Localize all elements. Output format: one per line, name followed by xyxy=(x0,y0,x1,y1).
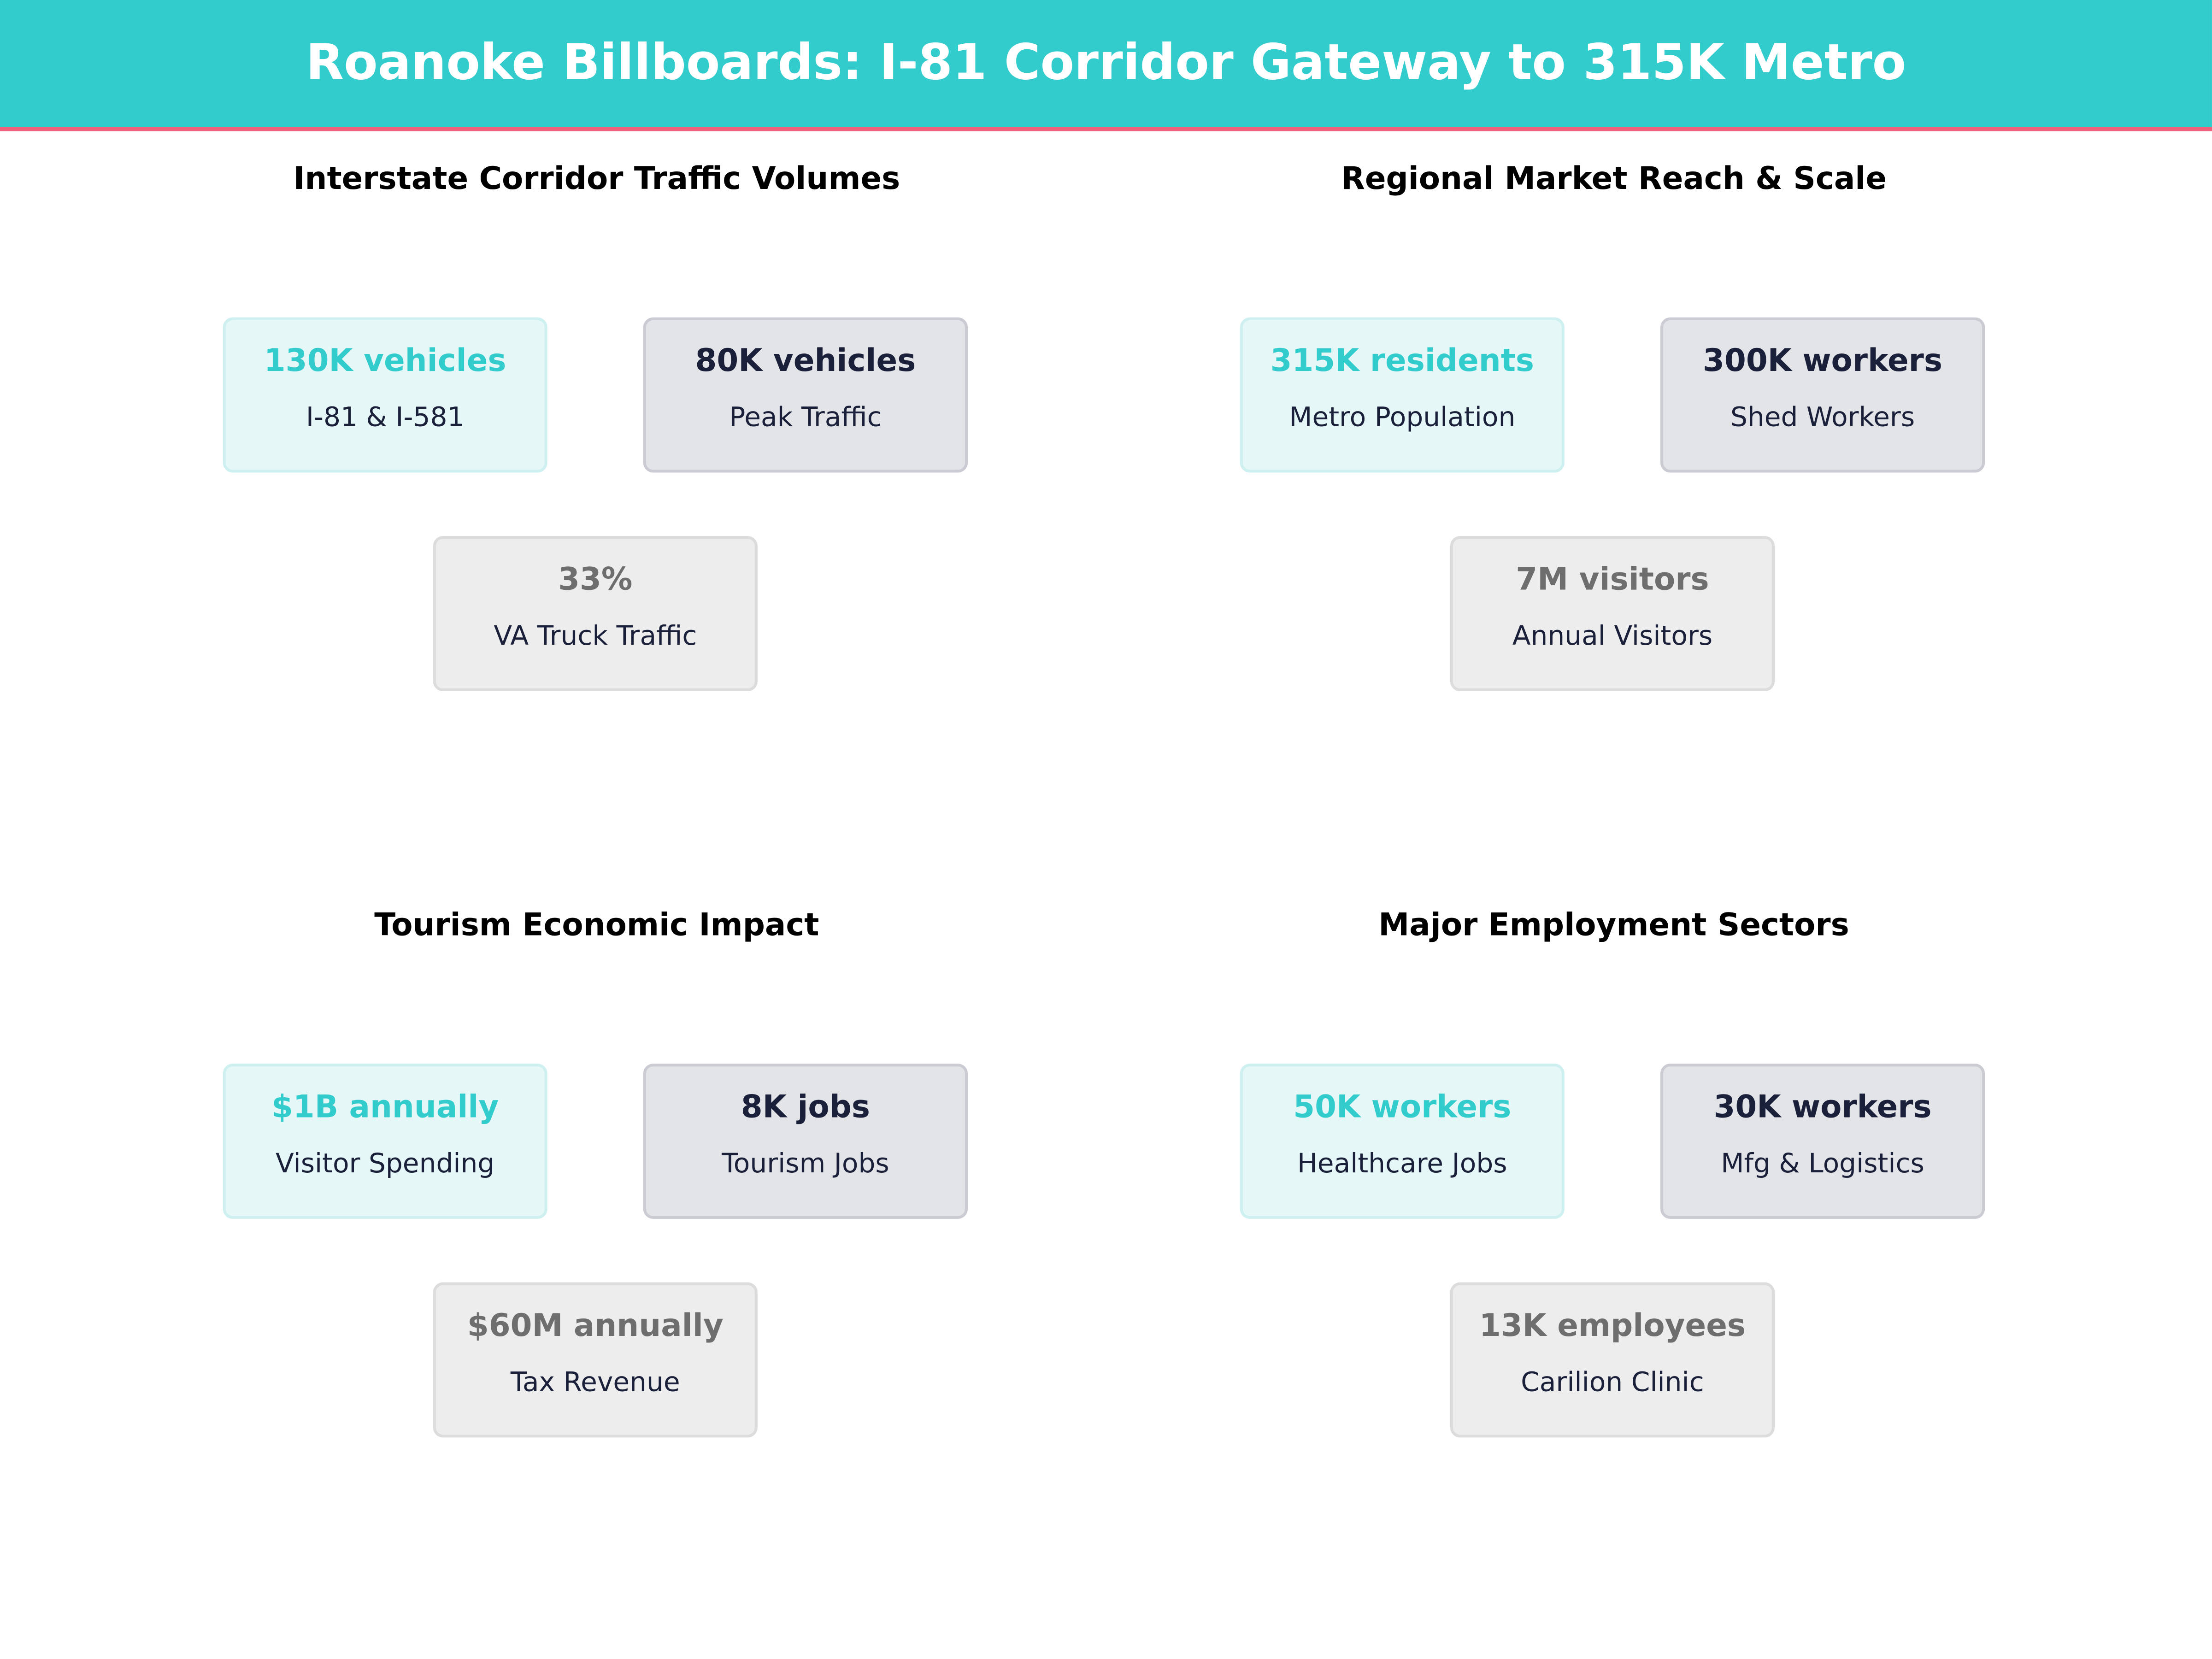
stat-label: Healthcare Jobs xyxy=(1297,1148,1507,1180)
stat-value: 7M visitors xyxy=(1516,563,1709,598)
stat-card: $60M annually Tax Revenue xyxy=(433,1282,758,1438)
panel-title: Tourism Economic Impact xyxy=(374,908,819,944)
stat-label: VA Truck Traffic xyxy=(494,620,697,652)
stat-value: $1B annually xyxy=(271,1090,499,1126)
stat-card: 80K vehicles Peak Traffic xyxy=(643,317,968,473)
stat-value: 300K workers xyxy=(1703,344,1942,380)
panel-title: Interstate Corridor Traffic Volumes xyxy=(293,162,900,198)
stat-value: 130K vehicles xyxy=(264,344,506,380)
stat-value: 13K employees xyxy=(1479,1309,1746,1345)
stat-card: 315K residents Metro Population xyxy=(1240,317,1565,473)
stat-value: 33% xyxy=(558,563,633,598)
stat-card: 8K jobs Tourism Jobs xyxy=(643,1064,968,1219)
stat-label: Visitor Spending xyxy=(276,1148,495,1180)
stat-label: Tourism Jobs xyxy=(722,1148,889,1180)
stat-card: 30K workers Mfg & Logistics xyxy=(1660,1064,1985,1219)
stat-value: 50K workers xyxy=(1293,1090,1512,1126)
panel-title: Regional Market Reach & Scale xyxy=(1341,162,1887,198)
stat-label: I-81 & I-581 xyxy=(306,402,465,433)
stat-card: 33% VA Truck Traffic xyxy=(433,536,758,691)
stat-card: 13K employees Carilion Clinic xyxy=(1450,1282,1775,1438)
stat-label: Metro Population xyxy=(1289,402,1516,433)
page-title: Roanoke Billboards: I-81 Corridor Gatewa… xyxy=(306,35,1906,92)
stat-value: $60M annually xyxy=(467,1309,724,1345)
stat-label: Peak Traffic xyxy=(729,402,882,433)
stat-value: 80K vehicles xyxy=(695,344,916,380)
stat-card: $1B annually Visitor Spending xyxy=(223,1064,547,1219)
stat-card: 7M visitors Annual Visitors xyxy=(1450,536,1775,691)
stat-label: Carilion Clinic xyxy=(1521,1367,1704,1398)
stat-card: 300K workers Shed Workers xyxy=(1660,317,1985,473)
stat-label: Mfg & Logistics xyxy=(1721,1148,1924,1180)
stat-value: 315K residents xyxy=(1270,344,1535,380)
stat-card: 130K vehicles I-81 & I-581 xyxy=(223,317,547,473)
stat-label: Tax Revenue xyxy=(510,1367,680,1398)
stat-label: Annual Visitors xyxy=(1512,620,1713,652)
stat-value: 30K workers xyxy=(1713,1090,1932,1126)
header-banner: Roanoke Billboards: I-81 Corridor Gatewa… xyxy=(0,0,2212,131)
stat-value: 8K jobs xyxy=(741,1090,870,1126)
stat-card: 50K workers Healthcare Jobs xyxy=(1240,1064,1565,1219)
panel-title: Major Employment Sectors xyxy=(1378,908,1849,944)
stat-label: Shed Workers xyxy=(1730,402,1915,433)
